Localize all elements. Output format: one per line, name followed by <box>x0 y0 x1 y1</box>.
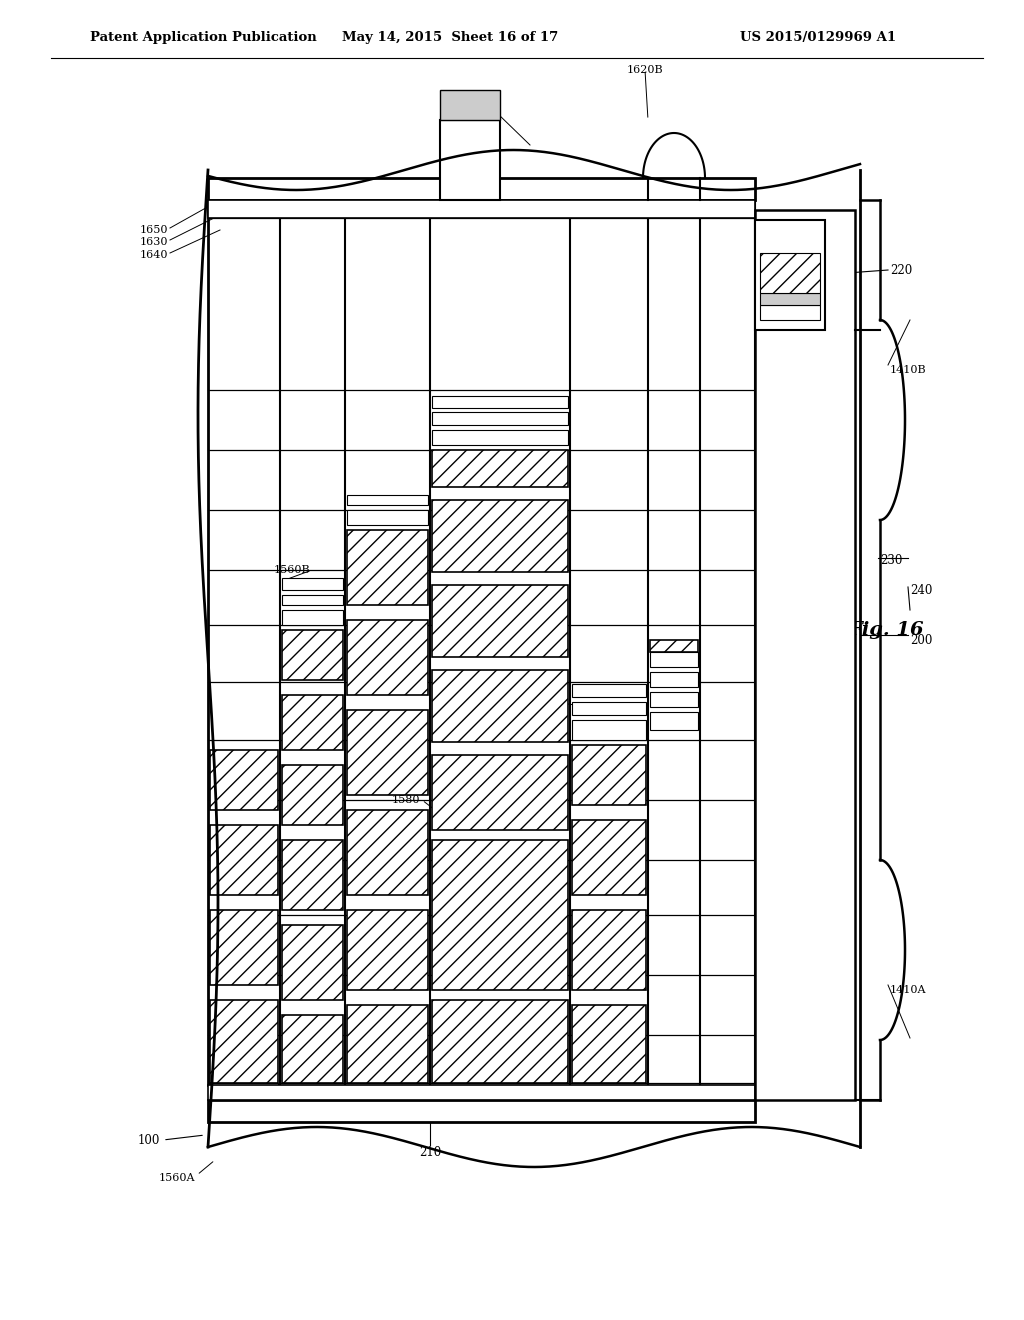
Bar <box>208 201 755 218</box>
Text: 1610: 1610 <box>443 100 472 110</box>
Bar <box>650 652 698 667</box>
Bar <box>347 495 428 506</box>
Text: May 14, 2015  Sheet 16 of 17: May 14, 2015 Sheet 16 of 17 <box>342 30 558 44</box>
Text: 1620A: 1620A <box>469 690 505 700</box>
Bar <box>572 1005 646 1082</box>
Text: 220: 220 <box>890 264 912 276</box>
Bar <box>572 684 646 697</box>
Bar <box>650 692 698 708</box>
Bar <box>347 1005 428 1082</box>
Bar <box>432 671 568 742</box>
Bar <box>208 1100 755 1122</box>
Text: 240: 240 <box>910 583 933 597</box>
Bar <box>210 825 278 895</box>
Bar <box>210 1096 278 1119</box>
Bar <box>210 909 278 985</box>
Bar <box>650 640 698 652</box>
Bar <box>432 500 568 572</box>
Bar <box>282 1015 343 1082</box>
Text: 1580: 1580 <box>391 795 420 805</box>
Text: 310: 310 <box>820 375 842 385</box>
Text: 1640: 1640 <box>139 249 168 260</box>
Text: 200: 200 <box>910 634 933 647</box>
Bar <box>432 585 568 657</box>
Bar <box>440 120 500 201</box>
Bar <box>208 178 755 201</box>
Bar <box>432 396 568 408</box>
Text: 1410A: 1410A <box>890 985 927 995</box>
Text: 1650: 1650 <box>139 224 168 235</box>
Bar <box>760 253 820 293</box>
Bar <box>282 578 343 590</box>
Bar <box>572 820 646 895</box>
Bar <box>572 719 646 741</box>
Bar <box>282 766 343 825</box>
Bar <box>755 210 855 1100</box>
Bar <box>432 840 568 990</box>
Bar <box>432 412 568 425</box>
Bar <box>572 909 646 990</box>
Bar <box>282 840 343 909</box>
Bar <box>432 1001 568 1082</box>
Bar <box>210 1001 278 1082</box>
Bar <box>440 90 500 120</box>
Bar <box>760 293 820 305</box>
Text: 100: 100 <box>137 1134 160 1147</box>
Text: Fig. 16: Fig. 16 <box>848 620 924 639</box>
Bar <box>210 1082 278 1096</box>
Text: 1560B: 1560B <box>273 565 310 576</box>
Bar <box>282 630 343 680</box>
Bar <box>347 710 428 795</box>
Bar <box>282 610 343 624</box>
Text: 1560A: 1560A <box>159 1173 195 1183</box>
Text: 320: 320 <box>808 360 829 370</box>
Text: 230: 230 <box>880 553 902 566</box>
Bar <box>432 430 568 445</box>
Text: US 2015/0129969 A1: US 2015/0129969 A1 <box>740 30 896 44</box>
Text: 1620B: 1620B <box>627 65 664 75</box>
Text: 1410B: 1410B <box>890 366 927 375</box>
Text: 1570: 1570 <box>351 675 380 685</box>
Text: 210: 210 <box>419 1146 441 1159</box>
Bar <box>208 1085 755 1100</box>
Bar <box>432 450 568 487</box>
Bar <box>650 711 698 730</box>
Text: Patent Application Publication: Patent Application Publication <box>90 30 316 44</box>
Bar <box>347 510 428 525</box>
Bar <box>347 620 428 696</box>
Text: 1310: 1310 <box>467 106 495 115</box>
Bar <box>210 750 278 810</box>
Bar <box>347 810 428 895</box>
Text: 1630: 1630 <box>139 238 168 247</box>
Bar <box>572 744 646 805</box>
Text: 330: 330 <box>796 345 817 355</box>
Bar <box>432 755 568 830</box>
Bar <box>755 220 825 330</box>
Bar <box>572 702 646 715</box>
Bar <box>650 672 698 686</box>
Bar <box>347 909 428 990</box>
Bar <box>282 925 343 1001</box>
Bar <box>347 531 428 605</box>
Bar <box>760 305 820 319</box>
Bar <box>282 696 343 750</box>
Bar <box>282 595 343 605</box>
